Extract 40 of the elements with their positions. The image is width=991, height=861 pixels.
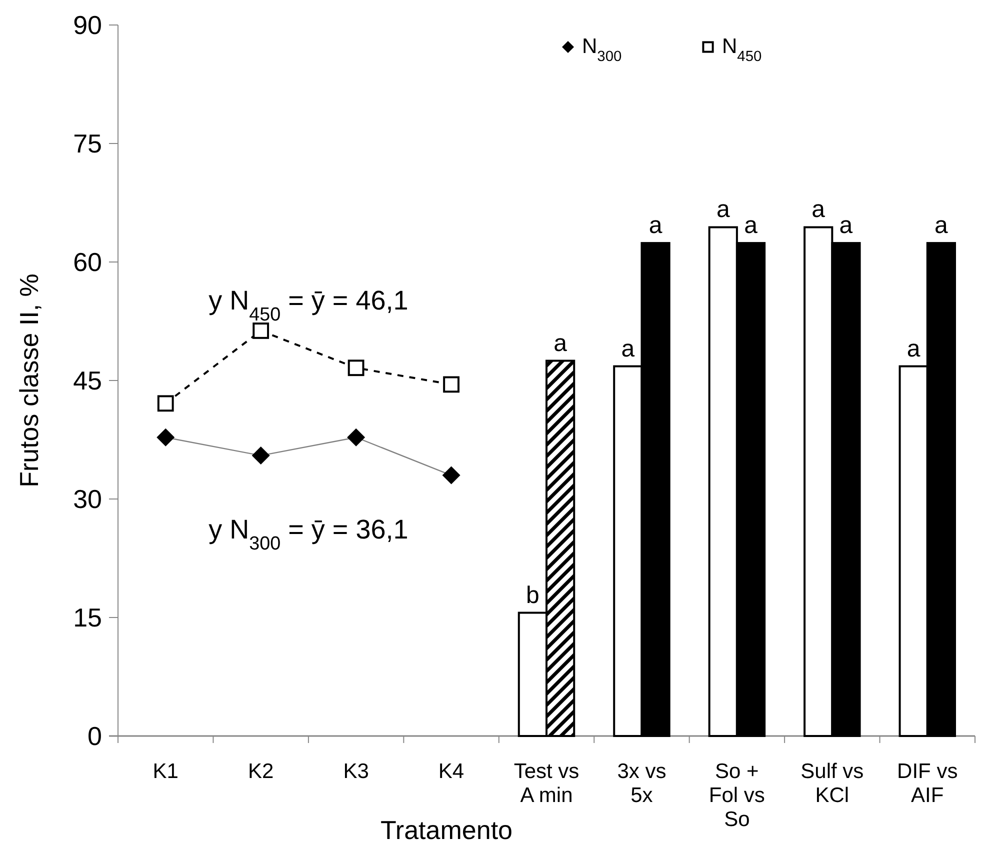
annotation: y N$_{300}$ = ȳ = 36,1 xyxy=(208,514,408,554)
point xyxy=(252,322,270,339)
x-tick-label: So + Fol vs So xyxy=(708,760,765,831)
y-axis-title: Frutos classe II, % xyxy=(14,274,44,488)
x-tick-label: 3x vs 5x xyxy=(617,760,666,807)
point xyxy=(442,466,460,484)
data-label: a xyxy=(621,335,636,362)
data-label: a xyxy=(839,212,854,240)
y-tick-label: 0 xyxy=(88,721,102,752)
annotation: y N$_{450}$ = ȳ = 46,1 xyxy=(208,285,408,325)
x-tick-label: K1 xyxy=(152,760,178,783)
point xyxy=(252,446,270,465)
x-axis-title: Tratamento xyxy=(380,815,513,845)
point xyxy=(157,395,174,412)
data-label: a xyxy=(716,196,730,224)
x-tick-label: K4 xyxy=(438,760,464,783)
data-label: a xyxy=(744,212,758,240)
point xyxy=(443,376,460,393)
legend-label: N$_{450}$ xyxy=(722,35,762,65)
x-tick-label: K2 xyxy=(248,760,274,783)
point xyxy=(347,428,366,446)
data-label: a xyxy=(934,212,949,240)
y-tick-label: 15 xyxy=(73,602,102,633)
point xyxy=(348,360,364,376)
data-label: a xyxy=(648,212,663,240)
y-tick-label: 75 xyxy=(73,128,102,159)
y-tick-label: 90 xyxy=(73,10,102,40)
y-tick-label: 45 xyxy=(73,366,102,396)
y-tick-label: 60 xyxy=(73,247,102,278)
data-label: b xyxy=(526,582,540,609)
data-label: a xyxy=(906,335,921,362)
x-tick-label: Test vs A min xyxy=(514,760,580,807)
data-label: a xyxy=(812,196,826,224)
legend-label: N$_{300}$ xyxy=(582,35,622,65)
x-tick-label: DIF vs AIF xyxy=(897,760,958,807)
data-label: a xyxy=(554,330,568,357)
x-tick-label: Sulf vs KCl xyxy=(800,760,864,807)
x-tick-label: K3 xyxy=(343,760,369,783)
y-tick-label: 30 xyxy=(73,484,102,514)
point xyxy=(156,428,175,446)
